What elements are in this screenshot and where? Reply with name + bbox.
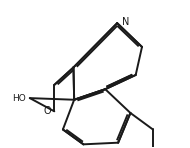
- Text: O: O: [44, 106, 51, 116]
- Text: N: N: [122, 17, 129, 27]
- Text: HO: HO: [12, 94, 26, 103]
